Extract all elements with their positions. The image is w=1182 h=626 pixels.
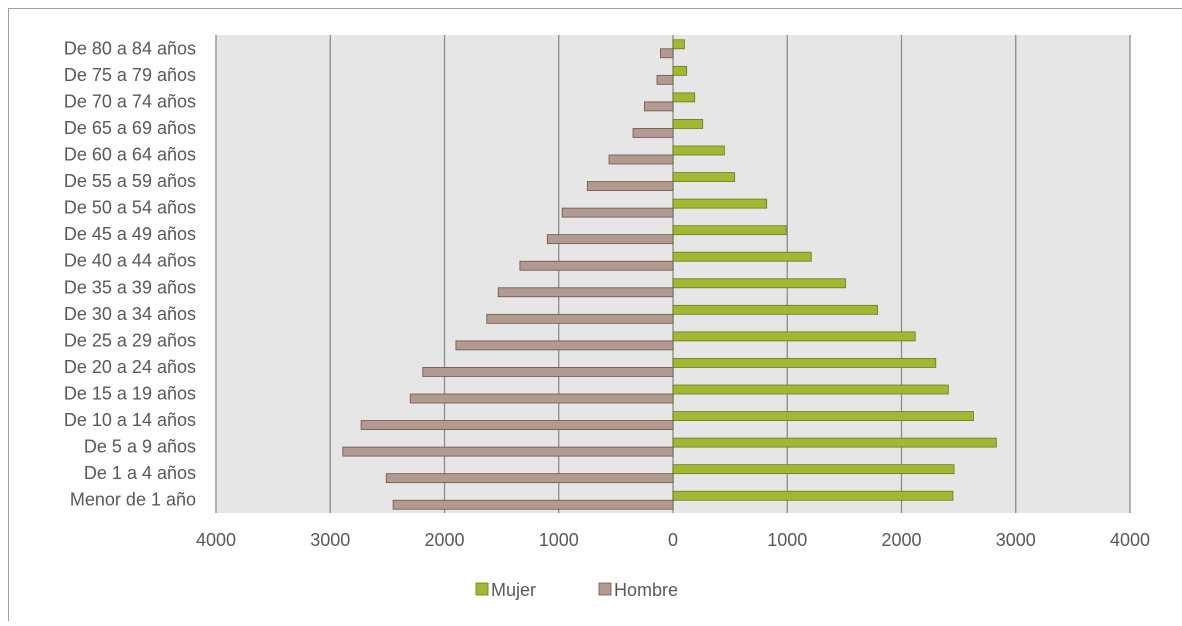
legend-label-mujer: Mujer (491, 580, 536, 600)
category-label-11: De 50 a 54 años (64, 198, 196, 218)
x-tick-label-5: 1000 (767, 530, 807, 550)
bar-mujer-9 (672, 251, 812, 262)
legend-swatch-mujer (475, 582, 489, 596)
bar-mujer-11 (672, 198, 768, 209)
category-label-15: De 70 a 74 años (64, 91, 196, 111)
category-label-9: De 40 a 44 años (64, 251, 196, 271)
bar-mujer-13 (672, 145, 725, 156)
bar-hombre-8 (497, 287, 674, 298)
category-label-7: De 30 a 34 años (64, 304, 196, 324)
bar-mujer-15 (672, 92, 696, 103)
bar-hombre-6 (455, 340, 674, 351)
x-tick-label-6: 2000 (881, 530, 921, 550)
bar-hombre-17 (660, 48, 674, 59)
bar-mujer-4 (672, 384, 949, 395)
bar-mujer-3 (672, 411, 974, 421)
bar-hombre-16 (656, 74, 674, 85)
x-tick-label-8: 4000 (1110, 530, 1150, 550)
bar-hombre-12 (586, 181, 674, 191)
chart-border-top (8, 8, 1182, 9)
bar-hombre-1 (385, 473, 674, 484)
x-tick-label-1: 3000 (310, 530, 350, 550)
bar-mujer-12 (672, 172, 736, 182)
bar-hombre-14 (632, 128, 674, 138)
bar-mujer-6 (672, 331, 916, 342)
x-tick-label-3: 1000 (539, 530, 579, 550)
bar-mujer-14 (672, 119, 704, 129)
bar-mujer-2 (672, 437, 997, 448)
bar-mujer-5 (672, 358, 937, 368)
category-label-2: De 5 a 9 años (84, 437, 196, 457)
bar-mujer-7 (672, 304, 878, 315)
bar-hombre-11 (561, 207, 674, 218)
chart-border-left (8, 8, 9, 621)
bar-hombre-4 (409, 393, 674, 404)
bar-hombre-2 (342, 446, 674, 457)
x-tick-label-2: 2000 (424, 530, 464, 550)
category-label-17: De 80 a 84 años (64, 38, 196, 58)
bar-hombre-3 (360, 420, 674, 430)
category-label-5: De 20 a 24 años (64, 357, 196, 377)
legend-swatch-hombre (598, 582, 612, 596)
category-label-13: De 60 a 64 años (64, 145, 196, 165)
category-label-4: De 15 a 19 años (64, 384, 196, 404)
legend-label-hombre: Hombre (614, 580, 678, 600)
bar-mujer-16 (672, 65, 688, 76)
category-label-6: De 25 a 29 años (64, 330, 196, 350)
category-label-12: De 55 a 59 años (64, 171, 196, 191)
category-label-14: De 65 a 69 años (64, 118, 196, 138)
bar-hombre-0 (392, 499, 674, 510)
x-tick-label-4: 0 (668, 530, 678, 550)
bar-mujer-17 (672, 39, 685, 50)
bar-mujer-0 (672, 490, 954, 501)
bar-hombre-9 (519, 260, 674, 271)
bar-hombre-7 (486, 313, 674, 324)
bar-mujer-8 (672, 278, 846, 289)
bar-hombre-15 (644, 101, 674, 112)
x-tick-label-7: 3000 (996, 530, 1036, 550)
category-label-10: De 45 a 49 años (64, 224, 196, 244)
bar-hombre-13 (608, 154, 674, 165)
category-label-3: De 10 a 14 años (64, 410, 196, 430)
bar-mujer-10 (672, 225, 787, 236)
x-tick-label-0: 4000 (196, 530, 236, 550)
category-label-16: De 75 a 79 años (64, 65, 196, 85)
category-label-8: De 35 a 39 años (64, 277, 196, 297)
category-label-0: Menor de 1 año (70, 490, 196, 510)
bar-hombre-5 (422, 367, 674, 377)
category-label-1: De 1 a 4 años (84, 463, 196, 483)
bar-mujer-1 (672, 464, 955, 475)
bar-hombre-10 (546, 234, 674, 245)
